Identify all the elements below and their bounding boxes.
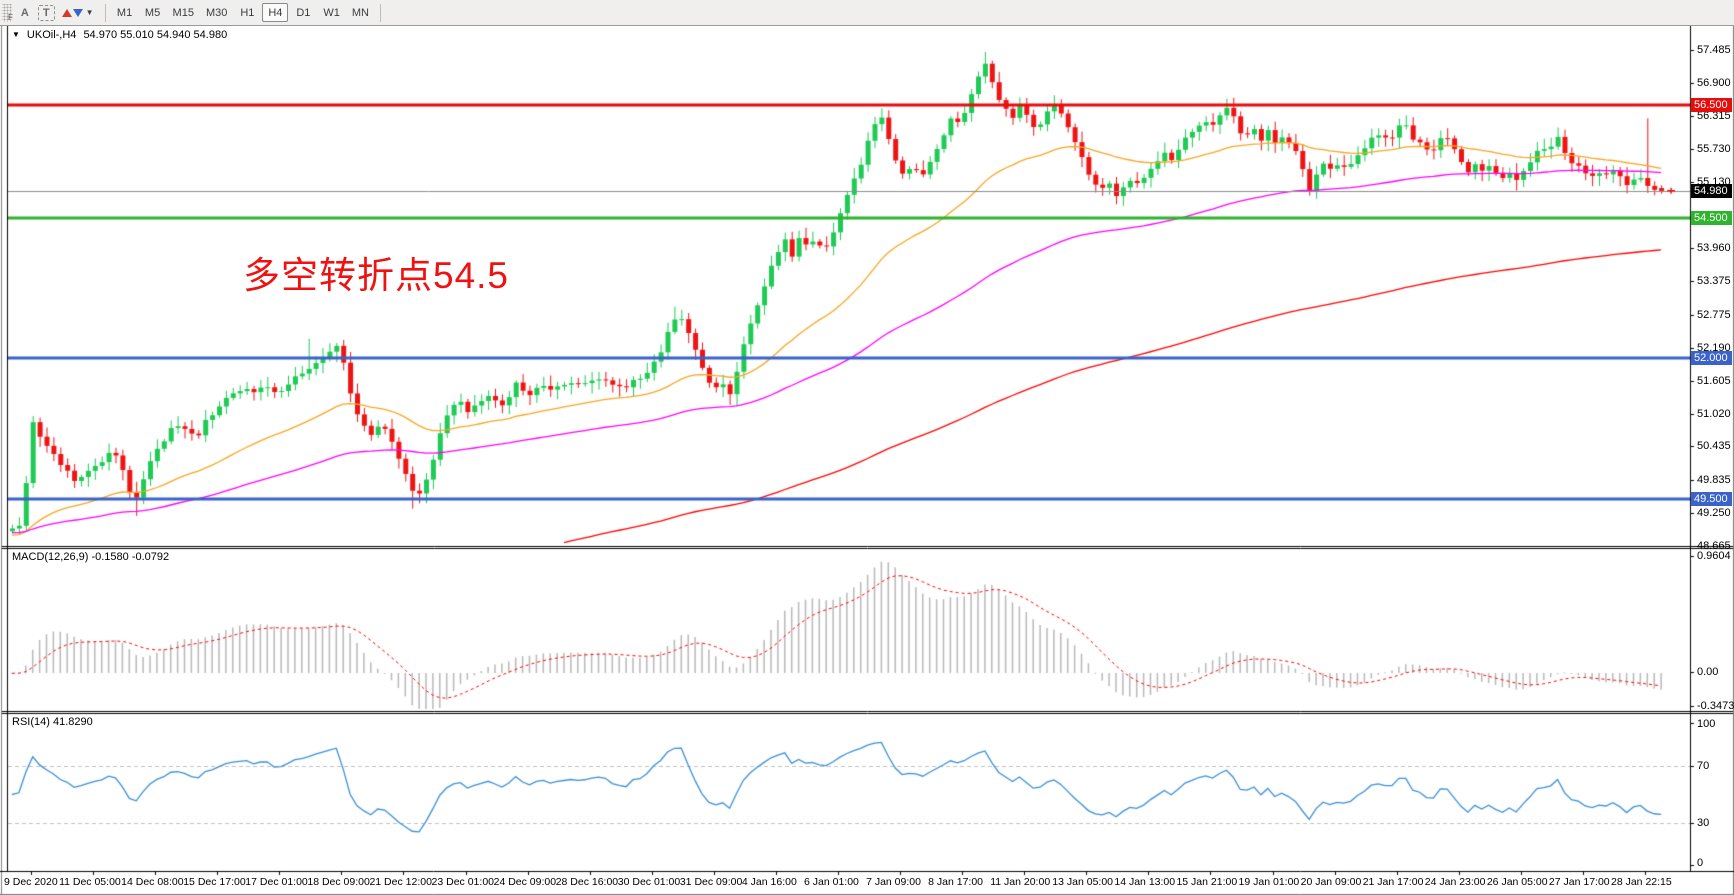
price-axis-tick: 49.835 bbox=[1697, 474, 1731, 487]
price-axis-tick: 53.375 bbox=[1697, 275, 1731, 288]
arrows-tool-icon[interactable]: ▼ bbox=[56, 2, 99, 23]
time-axis-label: 6 Jan 01:00 bbox=[804, 876, 859, 888]
price-level-badge: 52.000 bbox=[1691, 351, 1732, 366]
price-axis-tick: 52.190 bbox=[1697, 341, 1731, 354]
time-axis-label: 30 Dec 01:00 bbox=[617, 876, 681, 888]
time-axis-label: 24 Dec 09:00 bbox=[493, 876, 557, 888]
toolbar-separator bbox=[104, 3, 106, 22]
text-label-icon[interactable]: A bbox=[13, 2, 36, 23]
time-axis-label: 11 Dec 05:00 bbox=[59, 876, 121, 888]
time-axis-label: 18 Dec 09:00 bbox=[307, 876, 370, 888]
macd-axis-tick: 0.9604 bbox=[1697, 550, 1731, 562]
timeframe-button-h1[interactable]: H1 bbox=[234, 3, 261, 22]
blue-arrow-glyph bbox=[72, 8, 83, 17]
time-axis-label: 28 Jan 22:15 bbox=[1611, 876, 1672, 888]
chart-title-row: ▼ UKOil-,H4 54.970 55.010 54.940 54.980 bbox=[12, 29, 227, 41]
time-axis-label: 27 Jan 17:00 bbox=[1548, 876, 1610, 888]
price-axis-tick: 55.730 bbox=[1697, 142, 1731, 155]
time-axis-label: 20 Jan 09:00 bbox=[1300, 876, 1362, 888]
price-level-badge: 56.500 bbox=[1691, 98, 1732, 113]
timeframe-button-d1[interactable]: D1 bbox=[290, 3, 317, 22]
time-axis-label: 14 Dec 08:00 bbox=[121, 876, 184, 888]
time-axis-label: 23 Dec 01:00 bbox=[431, 876, 494, 888]
rsi-axis-tick: 100 bbox=[1697, 718, 1716, 730]
price-level-badge: 54.500 bbox=[1691, 210, 1732, 225]
timeframe-button-m15[interactable]: M15 bbox=[167, 3, 199, 22]
timeframe-button-w1[interactable]: W1 bbox=[318, 3, 345, 22]
time-axis-label: 19 Jan 01:00 bbox=[1238, 876, 1300, 888]
timeframe-button-m30[interactable]: M30 bbox=[200, 3, 233, 22]
time-axis-label: 31 Dec 09:00 bbox=[679, 876, 743, 888]
time-axis-label: 8 Jan 17:00 bbox=[928, 876, 984, 888]
price-axis-tick: 48.665 bbox=[1697, 540, 1731, 552]
red-arrow-glyph bbox=[61, 8, 72, 17]
toolbar-f-mark: F bbox=[8, 13, 13, 22]
time-axis-label: 24 Jan 23:00 bbox=[1424, 876, 1486, 888]
time-axis-label: 28 Dec 16:00 bbox=[555, 876, 619, 888]
rsi-axis-tick: 70 bbox=[1697, 759, 1710, 772]
timeframe-button-m1[interactable]: M1 bbox=[111, 3, 138, 22]
price-axis-tick: 51.020 bbox=[1697, 407, 1731, 420]
time-axis-label: 13 Jan 05:00 bbox=[1052, 876, 1114, 888]
rsi-axis-tick: 0 bbox=[1697, 857, 1704, 869]
time-axis-label: 14 Jan 13:00 bbox=[1114, 876, 1176, 888]
macd-indicator-label: MACD(12,26,9) -0.1580 -0.0792 bbox=[12, 551, 170, 563]
toolbar: F A T ▼ M1 M5 M15 M30 H1 H4 D1 W1 MN bbox=[0, 0, 1734, 26]
macd-axis-tick: -0.3473 bbox=[1697, 700, 1734, 712]
price-axis-tick: 56.900 bbox=[1697, 76, 1731, 89]
time-axis-label: 26 Jan 05:00 bbox=[1486, 876, 1548, 888]
price-axis-tick: 51.605 bbox=[1697, 374, 1731, 387]
timeframe-group: M1 M5 M15 M30 H1 H4 D1 W1 MN bbox=[111, 3, 375, 22]
time-axis-label: 9 Dec 2020 bbox=[4, 876, 58, 888]
price-level-badge: 49.500 bbox=[1691, 492, 1732, 507]
timeframe-button-h4[interactable]: H4 bbox=[262, 3, 289, 22]
price-axis-tick: 49.250 bbox=[1697, 507, 1731, 520]
symbol-period-label: UKOil-,H4 bbox=[26, 29, 77, 41]
text-box-icon[interactable]: T bbox=[37, 4, 55, 21]
price-axis-tick: 57.485 bbox=[1697, 44, 1731, 56]
timeframe-button-mn[interactable]: MN bbox=[346, 3, 374, 22]
symbol-expander-icon[interactable]: ▼ bbox=[12, 30, 20, 39]
time-axis-label: 7 Jan 09:00 bbox=[866, 876, 921, 888]
time-axis-label: 21 Dec 12:00 bbox=[369, 876, 432, 888]
time-axis-label: 15 Jan 21:00 bbox=[1176, 876, 1238, 888]
timeframe-button-m5[interactable]: M5 bbox=[139, 3, 166, 22]
dropdown-caret-icon[interactable]: ▼ bbox=[85, 8, 94, 17]
rsi-axis-tick: 30 bbox=[1697, 817, 1710, 830]
toolbar-separator bbox=[379, 3, 381, 22]
time-axis-label: 21 Jan 17:00 bbox=[1362, 876, 1424, 888]
price-level-badge: 54.980 bbox=[1691, 183, 1732, 198]
toolbar-drag-handle[interactable] bbox=[2, 3, 12, 22]
chart-annotation-text: 多空转折点54.5 bbox=[243, 255, 510, 296]
time-axis-label: 11 Jan 20:00 bbox=[990, 876, 1051, 888]
ohlc-values: 54.970 55.010 54.940 54.980 bbox=[83, 29, 228, 41]
time-axis-label: 17 Dec 01:00 bbox=[245, 876, 308, 888]
rsi-indicator-label: RSI(14) 41.8290 bbox=[12, 716, 93, 728]
price-axis-tick: 53.960 bbox=[1697, 242, 1731, 255]
price-axis-tick: 50.435 bbox=[1697, 440, 1731, 453]
macd-axis-tick: 0.00 bbox=[1697, 666, 1719, 678]
time-axis-label: 15 Dec 17:00 bbox=[183, 876, 246, 888]
price-axis-tick: 56.315 bbox=[1697, 109, 1731, 122]
price-axis-tick: 52.775 bbox=[1697, 308, 1731, 321]
time-axis-label: 4 Jan 16:00 bbox=[741, 876, 797, 888]
